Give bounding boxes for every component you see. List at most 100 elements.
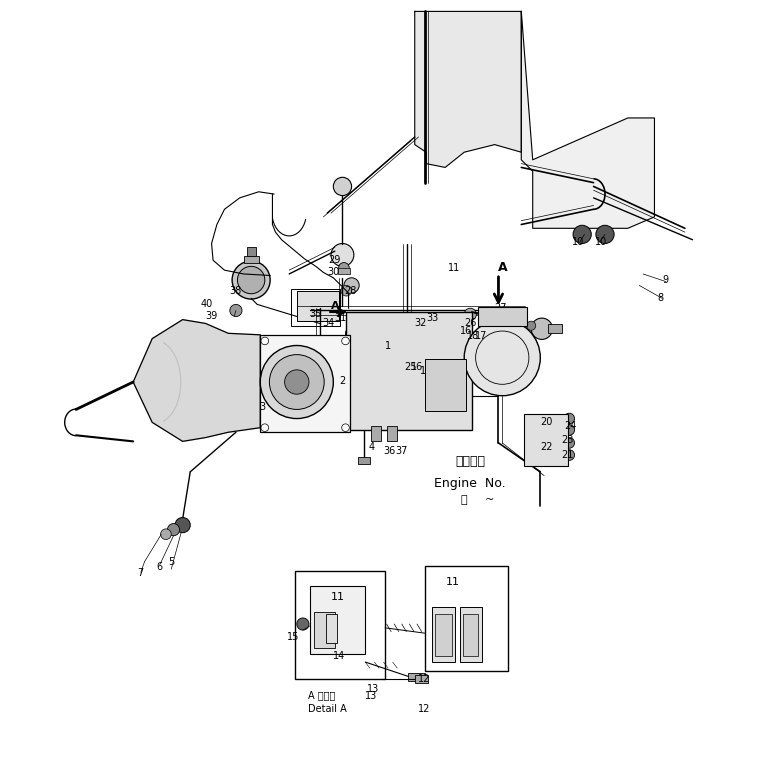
Bar [425,359,466,411]
Bar [425,566,508,671]
Text: 37: 37 [396,445,408,456]
Bar [291,289,340,326]
Circle shape [333,177,352,196]
Text: 9: 9 [663,275,669,285]
Circle shape [260,345,333,419]
Circle shape [339,263,349,273]
Text: 31: 31 [335,313,347,323]
Bar [346,312,472,430]
Bar [297,291,339,321]
Circle shape [464,320,540,396]
Text: 36: 36 [384,445,396,456]
Text: 28: 28 [344,285,356,296]
Text: 11: 11 [331,592,345,603]
Bar [460,607,482,662]
Text: 12: 12 [419,673,431,684]
Circle shape [331,244,354,266]
Text: 29: 29 [329,255,341,266]
Circle shape [269,355,324,409]
Circle shape [230,304,242,317]
Text: 7: 7 [138,568,144,578]
Circle shape [161,529,171,540]
Bar [260,335,350,432]
Text: 17: 17 [475,331,487,342]
Circle shape [527,321,536,330]
Bar [408,673,425,681]
Text: 10: 10 [572,237,584,247]
Circle shape [261,424,269,431]
Bar [295,571,385,679]
Bar [387,426,397,441]
Bar [247,247,256,256]
Text: A: A [498,261,507,275]
Text: 38: 38 [230,285,242,296]
Circle shape [461,321,470,330]
Text: 33: 33 [426,313,438,323]
Circle shape [285,370,309,394]
Text: 10: 10 [595,237,607,247]
Text: 2: 2 [339,375,345,386]
Bar [326,614,337,643]
Bar [244,256,259,263]
Bar [371,426,381,441]
Bar [338,268,350,274]
Text: 11: 11 [448,263,460,273]
Circle shape [414,359,423,368]
Text: 13: 13 [367,684,379,695]
Text: 18: 18 [467,331,479,342]
Text: A 拑大図: A 拑大図 [308,690,336,701]
Text: 23: 23 [561,435,573,445]
Bar [358,457,370,464]
Polygon shape [521,11,654,228]
Text: 26: 26 [464,318,476,329]
Polygon shape [133,320,260,441]
Bar [463,614,478,656]
Circle shape [564,413,575,424]
Circle shape [342,424,349,431]
Circle shape [237,266,265,294]
Text: 適用号機: 適用号機 [455,455,486,469]
Circle shape [342,337,349,345]
Text: 13: 13 [365,690,377,701]
Text: 8: 8 [658,293,664,304]
Bar [314,612,335,648]
Circle shape [345,327,358,339]
Text: 40: 40 [201,299,213,310]
Polygon shape [415,11,521,167]
Text: 20: 20 [540,417,552,428]
Text: 22: 22 [540,441,552,452]
Text: 3: 3 [260,402,266,412]
Text: 21: 21 [561,450,573,460]
Circle shape [167,524,180,536]
Text: 27: 27 [495,303,507,314]
Text: 18: 18 [420,366,432,377]
Text: 25: 25 [405,361,417,372]
Bar [310,586,365,654]
Bar [415,675,428,683]
Text: 5: 5 [168,556,174,567]
Circle shape [297,618,309,630]
Circle shape [232,261,270,299]
Text: 12: 12 [418,704,430,715]
Circle shape [344,278,359,293]
Text: 30: 30 [327,267,339,278]
Circle shape [596,225,614,244]
Text: 16: 16 [411,361,423,372]
Text: 6: 6 [157,562,163,572]
Bar [478,307,527,326]
Bar [435,614,452,656]
Text: 1: 1 [385,341,391,352]
Text: 4: 4 [368,442,374,453]
Circle shape [573,225,591,244]
Text: 11: 11 [446,577,460,587]
Circle shape [531,318,552,339]
Circle shape [521,321,530,330]
Text: Detail A: Detail A [308,704,347,715]
Text: 24: 24 [565,421,577,431]
Circle shape [464,308,476,320]
Circle shape [564,450,575,460]
Circle shape [463,357,473,366]
Circle shape [175,517,190,533]
Circle shape [341,285,352,296]
Text: 32: 32 [414,318,426,329]
